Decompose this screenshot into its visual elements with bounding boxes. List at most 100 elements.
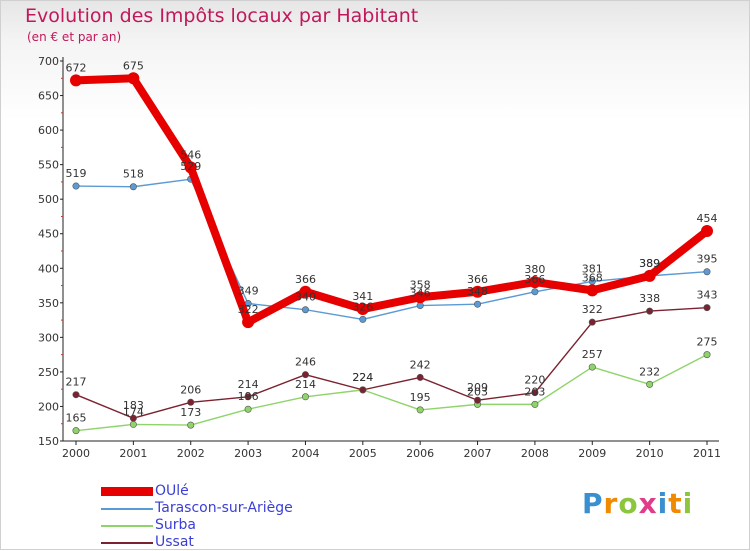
x-tick-label: 2004: [291, 447, 319, 460]
data-label-ussat: 322: [582, 303, 603, 316]
data-point-ussat: [703, 304, 711, 312]
x-tick-label: 2001: [119, 447, 147, 460]
legend-swatch: [101, 508, 153, 510]
x-tick-label: 2007: [464, 447, 492, 460]
data-point-oule: [643, 269, 656, 282]
data-label-surba: 165: [66, 412, 87, 425]
data-label-oule: 380: [524, 263, 545, 276]
data-label-tarascon-sur-ariege: 340: [295, 291, 316, 304]
data-label-tarascon-sur-ariege: 519: [66, 167, 87, 180]
y-tick-label: 200: [38, 400, 59, 413]
y-tick-label: 450: [38, 228, 59, 241]
legend-label: OUlé: [155, 483, 189, 499]
series-line-oule: [72, 74, 711, 327]
data-point-ussat: [187, 398, 195, 406]
y-tick-label: 550: [38, 159, 59, 172]
data-label-tarascon-sur-ariege: 326: [352, 300, 373, 313]
data-point-tarascon-sur-ariege: [531, 288, 539, 296]
data-label-surba: 174: [123, 405, 144, 418]
data-point-ussat: [646, 307, 654, 315]
data-label-surba: 232: [639, 365, 660, 378]
data-point-oule: [70, 74, 82, 87]
x-tick-label: 2003: [234, 447, 262, 460]
data-point-ussat: [416, 373, 424, 381]
data-label-tarascon-sur-ariege: 381: [582, 262, 603, 275]
x-tick-label: 2005: [349, 447, 377, 460]
proxiti-logo: Proxiti: [582, 487, 693, 520]
data-label-surba: 214: [295, 378, 316, 391]
data-label-tarascon-sur-ariege: 348: [467, 285, 488, 298]
data-point-oule: [414, 291, 427, 304]
data-label-tarascon-sur-ariege: 518: [123, 168, 144, 181]
data-point-surba: [646, 380, 654, 388]
logo-letter: o: [618, 487, 639, 520]
y-tick-label: 650: [38, 90, 59, 103]
chart-area: 150 200 250 300 350 400 450 500 550 600 650 700 2000…: [38, 55, 721, 460]
data-point-tarascon-sur-ariege: [72, 182, 80, 190]
data-label-ussat: 217: [66, 376, 87, 389]
data-label-oule: 389: [639, 257, 660, 270]
data-point-ussat: [474, 396, 482, 404]
data-label-surba: 196: [238, 390, 259, 403]
data-point-surba: [588, 363, 596, 371]
series-lines: [70, 72, 713, 435]
y-tick-label: 500: [38, 193, 59, 206]
data-label-tarascon-sur-ariege: 346: [410, 287, 431, 300]
data-label-tarascon-sur-ariege: 395: [697, 253, 718, 266]
series-surba: [72, 351, 711, 435]
logo-letter: P: [582, 487, 604, 520]
data-label-surba: 275: [697, 336, 718, 349]
data-label-ussat: 224: [352, 371, 373, 384]
y-tick-label: 300: [38, 331, 59, 344]
x-tick-label: 2008: [521, 447, 549, 460]
data-point-ussat: [72, 391, 80, 399]
data-label-oule: 546: [180, 148, 201, 161]
data-label-surba: 173: [180, 406, 201, 419]
data-point-oule: [242, 316, 255, 329]
data-point-oule: [471, 285, 484, 298]
data-point-ussat: [531, 389, 539, 397]
data-label-oule: 675: [123, 59, 144, 72]
data-point-surba: [416, 406, 424, 414]
series-line-surba: [75, 353, 708, 432]
data-point-oule: [299, 285, 312, 298]
data-label-ussat: 343: [697, 289, 718, 302]
data-point-surba: [129, 420, 137, 428]
y-tick-label: 600: [38, 124, 59, 137]
data-label-ussat: 220: [524, 374, 545, 387]
series-tarascon-sur-ariege: [72, 175, 711, 323]
data-point-oule: [127, 72, 140, 85]
data-label-ussat: 214: [238, 378, 259, 391]
x-tick-label: 2002: [177, 447, 205, 460]
y-tick-label: 700: [38, 55, 59, 68]
data-label-surba: 203: [467, 385, 488, 398]
data-label-surba: 257: [582, 348, 603, 361]
data-point-tarascon-sur-ariege: [359, 315, 367, 323]
data-point-ussat: [359, 386, 367, 394]
logo-letter: r: [603, 487, 619, 520]
data-label-surba: 224: [352, 371, 373, 384]
data-label-surba: 203: [524, 385, 545, 398]
data-point-surba: [703, 351, 711, 359]
data-label-ussat: 209: [467, 381, 488, 394]
legend-swatch: [101, 525, 153, 527]
data-point-oule: [528, 276, 541, 289]
x-tick-label: 2011: [693, 447, 721, 460]
y-tick-label: 400: [38, 262, 59, 275]
data-label-ussat: 338: [639, 292, 660, 305]
data-label-oule: 366: [295, 273, 316, 286]
chart-axes: 150 200 250 300 350 400 450 500 550 600 650 700 2000…: [38, 55, 721, 460]
data-label-tarascon-sur-ariege: 529: [180, 160, 201, 173]
data-label-tarascon-sur-ariege: 366: [524, 273, 545, 286]
data-point-surba: [187, 421, 195, 429]
y-tick-label: 350: [38, 297, 59, 310]
data-point-tarascon-sur-ariege: [474, 300, 482, 308]
data-point-tarascon-sur-ariege: [301, 306, 309, 314]
data-point-oule: [586, 284, 599, 297]
data-point-tarascon-sur-ariege: [416, 302, 424, 310]
data-label-tarascon-sur-ariege: 349: [238, 285, 259, 298]
data-label-surba: 195: [410, 391, 431, 404]
logo-letter: i: [657, 487, 669, 520]
